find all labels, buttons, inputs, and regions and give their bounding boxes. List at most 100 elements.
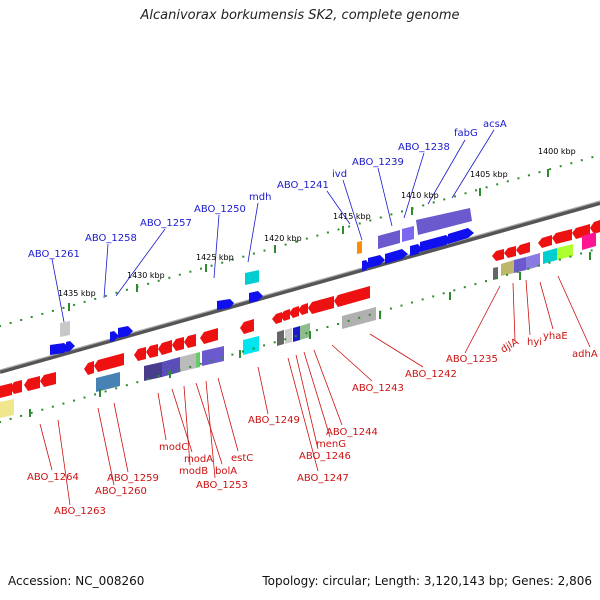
gene-label-abo-1242[interactable]: ABO_1242 <box>405 369 457 380</box>
gene-label-bola[interactable]: bolA <box>215 466 237 477</box>
ring-dot <box>125 288 128 291</box>
reverse-gene[interactable] <box>24 376 40 391</box>
reverse-gene[interactable] <box>334 286 370 307</box>
cog-block <box>0 399 14 418</box>
reverse-gene[interactable] <box>172 337 184 351</box>
forward-cog-track <box>60 208 472 337</box>
reverse-gene[interactable] <box>10 380 22 394</box>
ring-dot <box>580 252 583 255</box>
ring-dot <box>369 219 372 222</box>
reverse-gene[interactable] <box>308 296 334 314</box>
gene-label-abo-1257[interactable]: ABO_1257 <box>140 218 192 229</box>
gene-label-ivd[interactable]: ivd <box>332 169 347 180</box>
reverse-gene[interactable] <box>552 229 572 244</box>
ring-dot <box>527 174 530 177</box>
ring-dot <box>432 201 435 204</box>
reverse-gene[interactable] <box>590 220 600 234</box>
ring-dot <box>580 159 583 162</box>
gene-label-fabg[interactable]: fabG <box>454 128 478 139</box>
gene-label-hyi[interactable]: hyi <box>527 337 542 348</box>
leader-line <box>451 129 495 199</box>
leader-line <box>287 357 319 472</box>
forward-gene[interactable] <box>66 341 75 352</box>
reverse-gene[interactable] <box>240 319 254 334</box>
leader-line <box>157 392 167 441</box>
gene-label-abo-1263[interactable]: ABO_1263 <box>54 506 106 517</box>
gene-label-meng[interactable]: menG <box>316 439 346 450</box>
forward-gene[interactable] <box>118 326 133 338</box>
gene-label-abo-1260[interactable]: ABO_1260 <box>95 486 147 497</box>
ring-dot <box>199 362 202 365</box>
forward-gene[interactable] <box>249 291 263 303</box>
scale-ring-lower <box>0 249 593 423</box>
reverse-gene[interactable] <box>298 303 308 315</box>
reverse-gene[interactable] <box>516 242 530 255</box>
scale-label: 1435 kbp <box>58 289 96 298</box>
reverse-gene[interactable] <box>84 361 94 375</box>
leader-line <box>113 402 129 473</box>
reverse-gene[interactable] <box>0 383 12 398</box>
reverse-gene[interactable] <box>200 328 218 344</box>
gene-label-adha[interactable]: adhA <box>572 349 598 360</box>
ring-dot <box>432 295 435 298</box>
gene-label-modb[interactable]: modB <box>179 466 208 477</box>
forward-gene-track <box>50 228 474 355</box>
forward-gene[interactable] <box>368 255 385 268</box>
ring-dot <box>368 313 371 316</box>
gene-label-estc[interactable]: estC <box>231 453 253 464</box>
ring-dot <box>231 353 234 356</box>
gene-label-moda[interactable]: modA <box>184 454 213 465</box>
ring-dot <box>51 405 54 408</box>
gene-label-abo-1250[interactable]: ABO_1250 <box>194 204 246 215</box>
forward-gene[interactable] <box>410 244 422 256</box>
gene-label-mdh[interactable]: mdh <box>249 192 271 203</box>
reverse-gene[interactable] <box>158 340 172 355</box>
gene-label-abo-1249[interactable]: ABO_1249 <box>248 415 300 426</box>
ring-dot <box>379 216 382 219</box>
forward-gene[interactable] <box>420 235 452 252</box>
gene-label-abo-1244[interactable]: ABO_1244 <box>326 427 378 438</box>
gene-label-abo-1261[interactable]: ABO_1261 <box>28 249 80 260</box>
gene-label-abo-1243[interactable]: ABO_1243 <box>352 383 404 394</box>
gene-label-abo-1241[interactable]: ABO_1241 <box>277 180 329 191</box>
gene-label-abo-1258[interactable]: ABO_1258 <box>85 233 137 244</box>
gene-label-abo-1253[interactable]: ABO_1253 <box>196 480 248 491</box>
ring-dot <box>73 399 75 402</box>
reverse-gene[interactable] <box>538 235 552 248</box>
gene-label-abo-1235[interactable]: ABO_1235 <box>446 354 498 365</box>
reverse-gene[interactable] <box>272 312 282 324</box>
reverse-gene[interactable] <box>94 353 124 372</box>
gene-label-abo-1247[interactable]: ABO_1247 <box>297 473 349 484</box>
scale-label: 1425 kbp <box>196 253 234 262</box>
cog-block <box>557 244 573 260</box>
gene-label-acsa[interactable]: acsA <box>483 119 507 130</box>
ring-dot <box>538 171 541 174</box>
gene-label-abo-1264[interactable]: ABO_1264 <box>27 472 79 483</box>
forward-gene[interactable] <box>448 228 474 244</box>
forward-gene[interactable] <box>385 249 408 264</box>
ring-dot <box>421 298 424 301</box>
gene-label-djla[interactable]: djlA <box>499 337 521 356</box>
reverse-gene[interactable] <box>134 347 146 361</box>
gene-label-abo-1246[interactable]: ABO_1246 <box>299 451 351 462</box>
reverse-gene[interactable] <box>184 334 196 348</box>
ring-dot <box>305 332 308 335</box>
cog-block <box>243 336 259 355</box>
reverse-gene[interactable] <box>504 246 516 258</box>
reverse-gene[interactable] <box>492 249 504 261</box>
gene-label-yhae[interactable]: yhaE <box>543 331 568 342</box>
ring-dot <box>115 387 118 390</box>
gene-label-abo-1259[interactable]: ABO_1259 <box>107 473 159 484</box>
ring-dot <box>337 323 340 325</box>
forward-gene[interactable] <box>110 331 119 342</box>
gene-label-abo-1238[interactable]: ABO_1238 <box>398 142 450 153</box>
forward-gene[interactable] <box>50 343 70 355</box>
reverse-gene[interactable] <box>280 309 290 321</box>
ring-dot <box>83 300 86 303</box>
reverse-gene[interactable] <box>40 372 56 387</box>
forward-gene[interactable] <box>217 299 234 310</box>
gene-label-abo-1239[interactable]: ABO_1239 <box>352 157 404 168</box>
gene-label-modc[interactable]: modC <box>159 442 188 453</box>
reverse-gene[interactable] <box>146 344 158 358</box>
reverse-gene[interactable] <box>289 306 299 318</box>
